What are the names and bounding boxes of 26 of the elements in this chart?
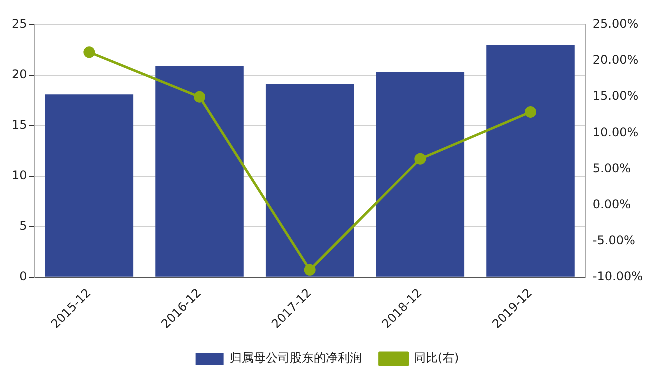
legend-label: 归属母公司股东的净利润 (230, 351, 362, 366)
y2-tick-label: -5.00% (592, 233, 636, 248)
y-tick-label: 20 (12, 68, 28, 82)
y-tick-label: 5 (20, 219, 28, 234)
bar (486, 45, 575, 277)
y-tick-label: 15 (12, 118, 28, 132)
point (414, 153, 426, 165)
y2-tick-label: 5.00% (592, 161, 632, 176)
y-tick-label: 25 (12, 17, 28, 32)
bar (45, 94, 134, 277)
y-tick-label: 10 (12, 168, 28, 183)
y2-tick-label: 25.00% (592, 17, 639, 32)
point (525, 106, 536, 118)
bar (156, 66, 244, 277)
legend-label: 同比(右) (414, 351, 460, 366)
y-tick-label: 0 (20, 269, 28, 284)
y2-tick-label: 20.00% (592, 53, 639, 68)
y2-tick-label: -10.00% (592, 269, 644, 284)
point (194, 91, 206, 103)
point (84, 46, 96, 58)
y2-tick-label: 15.00% (592, 89, 639, 104)
y2-tick-label: 10.00% (592, 125, 639, 140)
point (304, 264, 316, 276)
bar (376, 72, 465, 277)
bar (266, 84, 354, 277)
y2-tick-label: 0.00% (592, 197, 632, 212)
